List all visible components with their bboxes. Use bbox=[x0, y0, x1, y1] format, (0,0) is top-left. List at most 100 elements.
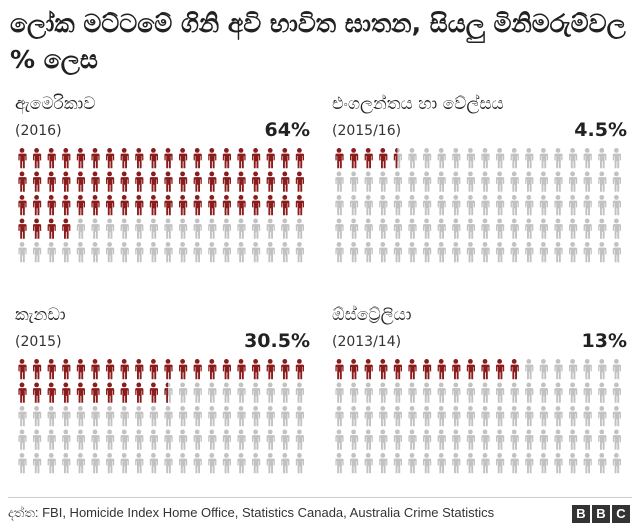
person-icon bbox=[47, 429, 56, 450]
person-icon bbox=[393, 195, 402, 216]
person-icon bbox=[164, 242, 173, 263]
person-icon bbox=[62, 171, 71, 192]
person-icon bbox=[62, 218, 71, 239]
person-icon bbox=[423, 171, 432, 192]
person-icon bbox=[91, 195, 100, 216]
person-icon bbox=[281, 242, 290, 263]
person-icon bbox=[437, 453, 446, 474]
person-icon bbox=[62, 242, 71, 263]
person-icon bbox=[193, 429, 202, 450]
person-icon bbox=[408, 195, 417, 216]
person-icon bbox=[120, 382, 129, 403]
person-icon bbox=[193, 382, 202, 403]
person-icon bbox=[179, 242, 188, 263]
person-icon bbox=[437, 382, 446, 403]
person-icon bbox=[569, 406, 578, 427]
person-icon bbox=[222, 429, 231, 450]
person-icon bbox=[193, 242, 202, 263]
person-icon bbox=[583, 382, 592, 403]
person-icon bbox=[208, 195, 217, 216]
person-icon bbox=[295, 148, 304, 169]
person-icon bbox=[179, 453, 188, 474]
person-icon bbox=[583, 359, 592, 380]
person-icon bbox=[612, 195, 621, 216]
person-icon bbox=[525, 242, 534, 263]
person-icon bbox=[106, 171, 115, 192]
person-icon bbox=[33, 406, 42, 427]
person-icon bbox=[554, 382, 563, 403]
person-icon bbox=[481, 148, 490, 169]
person-icon bbox=[612, 406, 621, 427]
person-icon bbox=[466, 453, 475, 474]
person-icon bbox=[481, 218, 490, 239]
person-icon bbox=[193, 359, 202, 380]
person-icon bbox=[252, 242, 261, 263]
person-icon bbox=[350, 406, 359, 427]
person-icon bbox=[598, 453, 607, 474]
person-icon bbox=[47, 218, 56, 239]
person-icon bbox=[18, 195, 27, 216]
person-icon bbox=[149, 171, 158, 192]
person-icon bbox=[208, 359, 217, 380]
person-icon bbox=[237, 359, 246, 380]
person-icon bbox=[135, 453, 144, 474]
person-icon bbox=[295, 382, 304, 403]
person-icon bbox=[539, 242, 548, 263]
person-icon bbox=[106, 218, 115, 239]
person-icon bbox=[33, 171, 42, 192]
person-icon bbox=[496, 453, 505, 474]
person-icon bbox=[481, 406, 490, 427]
person-icon bbox=[237, 406, 246, 427]
person-icon bbox=[408, 171, 417, 192]
person-icon bbox=[179, 359, 188, 380]
person-icon bbox=[481, 382, 490, 403]
person-icon bbox=[208, 171, 217, 192]
person-icon bbox=[237, 195, 246, 216]
person-icon bbox=[612, 359, 621, 380]
person-icon bbox=[335, 382, 344, 403]
person-icon bbox=[583, 195, 592, 216]
person-icon bbox=[106, 453, 115, 474]
person-icon bbox=[222, 406, 231, 427]
person-icon bbox=[408, 242, 417, 263]
person-icon bbox=[583, 406, 592, 427]
person-icon bbox=[612, 453, 621, 474]
person-icon bbox=[583, 242, 592, 263]
person-icon bbox=[164, 453, 173, 474]
person-icon bbox=[266, 242, 275, 263]
person-icon bbox=[252, 359, 261, 380]
person-icon bbox=[295, 429, 304, 450]
person-icon bbox=[481, 429, 490, 450]
person-icon bbox=[120, 359, 129, 380]
percent-label: 64% bbox=[264, 119, 310, 141]
person-icon bbox=[393, 406, 402, 427]
person-icon bbox=[18, 218, 27, 239]
person-icon bbox=[47, 195, 56, 216]
panel-usa: ඇමෙරිකාව (2016) 64% bbox=[15, 92, 310, 263]
person-icon bbox=[47, 382, 56, 403]
person-icon bbox=[33, 359, 42, 380]
person-icon bbox=[598, 359, 607, 380]
person-icon bbox=[266, 218, 275, 239]
person-icon bbox=[135, 171, 144, 192]
person-icon bbox=[76, 242, 85, 263]
person-icon bbox=[393, 242, 402, 263]
person-icon bbox=[554, 171, 563, 192]
bbc-logo: B B C bbox=[572, 505, 630, 523]
person-icon bbox=[193, 195, 202, 216]
person-icon bbox=[525, 453, 534, 474]
person-icon bbox=[18, 148, 27, 169]
person-icon bbox=[364, 406, 373, 427]
person-icon bbox=[106, 148, 115, 169]
person-icon bbox=[76, 148, 85, 169]
person-icon bbox=[179, 429, 188, 450]
person-icon bbox=[33, 148, 42, 169]
person-icon bbox=[437, 429, 446, 450]
person-icon bbox=[135, 359, 144, 380]
person-icon bbox=[120, 429, 129, 450]
person-icon bbox=[106, 242, 115, 263]
person-icon bbox=[393, 382, 402, 403]
person-icon bbox=[466, 242, 475, 263]
person-icon bbox=[266, 382, 275, 403]
person-icon bbox=[423, 148, 432, 169]
